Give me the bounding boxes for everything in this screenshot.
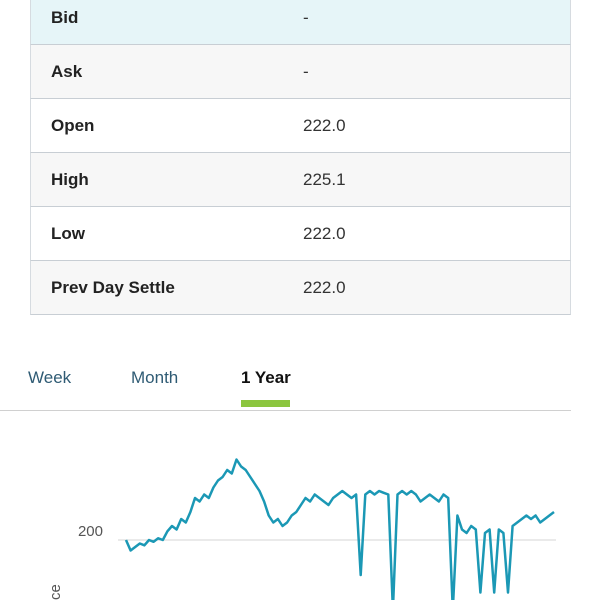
y-axis-title: ce: [47, 584, 64, 600]
quote-row-open: Open 222.0: [30, 99, 571, 153]
quote-label: Low: [51, 223, 85, 243]
price-line-series-0: [124, 458, 555, 600]
quote-label: High: [51, 169, 89, 189]
quote-row-high: High 225.1: [30, 153, 571, 207]
active-tab-indicator: [241, 400, 290, 407]
quote-label: Prev Day Settle: [51, 277, 175, 297]
quote-value: -: [303, 7, 309, 27]
quote-row-bid: Bid -: [30, 0, 571, 45]
quote-value: 222.0: [303, 277, 346, 297]
quote-label: Bid: [51, 7, 79, 27]
quote-label: Ask: [51, 61, 83, 81]
quote-row-prev-day-settle: Prev Day Settle 222.0: [30, 261, 571, 315]
price-chart: 200 ce: [0, 410, 600, 600]
price-chart-svg: 200 ce: [47, 458, 556, 600]
tab-month[interactable]: Month: [131, 368, 179, 387]
tab-week[interactable]: Week: [28, 368, 72, 387]
quote-row-ask: Ask -: [30, 45, 571, 99]
quote-table: Bid - Ask - Open 222.0 High 225.1 Low 22…: [30, 0, 571, 315]
quote-label: Open: [51, 115, 95, 135]
tab-1-year[interactable]: 1 Year: [241, 368, 291, 387]
y-tick-label: 200: [78, 523, 103, 540]
quote-value: 222.0: [303, 115, 346, 135]
quote-value: -: [303, 61, 309, 81]
series-layer: [124, 458, 555, 600]
quote-value: 222.0: [303, 223, 346, 243]
chart-range-tabs: Week Month 1 Year: [0, 360, 571, 411]
quote-value: 225.1: [303, 169, 346, 189]
quote-row-low: Low 222.0: [30, 207, 571, 261]
